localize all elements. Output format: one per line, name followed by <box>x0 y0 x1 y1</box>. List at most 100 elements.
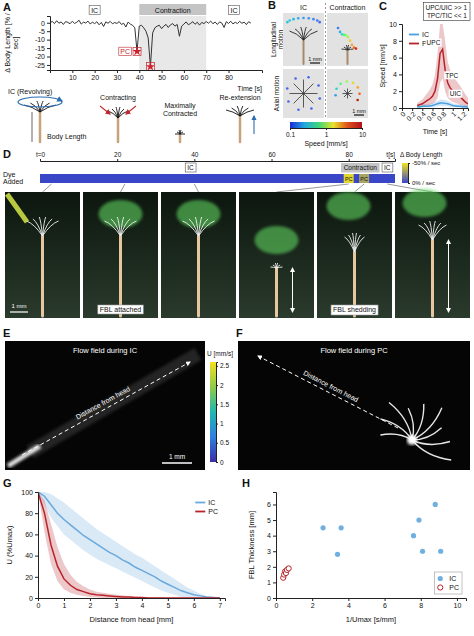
colorbar <box>402 163 408 183</box>
tick: 80 <box>25 510 38 517</box>
photo-frame <box>239 192 314 318</box>
panel-D: Dt=020406080t[s]ICContractionICDyeAddedP… <box>3 148 470 318</box>
tick-label: 5 <box>166 602 170 609</box>
annotation: TPC <box>445 72 458 79</box>
distance-arrow <box>258 356 398 428</box>
photo-frame <box>5 192 80 318</box>
extend-arrow <box>253 116 254 134</box>
tick-label: 0% / sec <box>412 180 435 186</box>
scale-bar <box>162 462 192 464</box>
photo <box>283 69 324 118</box>
tick-label: 6 <box>383 602 387 609</box>
pc-cell <box>344 174 354 183</box>
colorbar <box>290 122 362 128</box>
trajectory-dot <box>335 87 338 90</box>
tentacle <box>303 94 304 108</box>
photo <box>161 192 236 318</box>
tentacle <box>430 221 433 240</box>
x-axis: 00.20.40.60.811.2 <box>399 108 468 122</box>
scale-bar <box>354 114 364 115</box>
tick-mark <box>216 462 218 463</box>
tick: 2 <box>88 598 92 609</box>
scale-bar <box>310 62 320 63</box>
tick: 10 <box>69 70 77 81</box>
tick: 0 <box>37 598 41 609</box>
tick: 10 <box>359 128 367 138</box>
colorbar-title: Δ Body Length <box>400 151 443 159</box>
tick-label: 0 <box>29 595 33 602</box>
legend: ICPC <box>195 499 218 515</box>
contract-arrow <box>100 106 110 114</box>
cartoon: IC (Revolving)Body LengthContractingMaxi… <box>8 88 261 142</box>
label-bg <box>331 305 378 315</box>
tick: 0.8 <box>436 108 448 122</box>
y-axis: -25-20-15-10-50 <box>35 17 51 71</box>
animal <box>8 446 40 466</box>
tick-label: 4 <box>140 602 144 609</box>
tick-label: 10 <box>389 21 397 28</box>
tick-label: 3 <box>267 548 271 555</box>
tick: 20 <box>25 574 38 581</box>
tick-label: 60 <box>180 74 188 81</box>
tick: 7 <box>218 598 222 609</box>
label: Body Length <box>47 133 86 141</box>
text-line: Δ Body Length [% / <box>4 13 12 73</box>
tick: 70 <box>203 70 211 81</box>
panel-B: BICContractionLongitudinalmotionAxial mo… <box>268 0 368 148</box>
tick: -10 <box>35 36 50 43</box>
tick-mark <box>412 108 413 111</box>
connector <box>277 184 349 192</box>
tick: 10 <box>389 21 402 28</box>
tick-mark <box>457 598 458 601</box>
animal-head <box>407 435 417 445</box>
line <box>38 492 220 598</box>
tick-label: 20 <box>25 574 33 581</box>
trajectory-dot <box>307 76 310 79</box>
trajectory-dot <box>339 31 342 34</box>
point <box>286 566 291 571</box>
tick-mark <box>64 598 65 601</box>
tick-label: 40 <box>136 74 144 81</box>
connector <box>355 184 365 192</box>
photo-frame <box>161 192 236 318</box>
tentacle <box>412 440 451 460</box>
tick-label: 80 <box>346 151 354 158</box>
tentacle <box>304 93 318 94</box>
y-axis: 020406080100 <box>21 489 38 602</box>
length-bracket <box>32 112 33 142</box>
point <box>416 517 421 522</box>
column-head: Contraction <box>330 4 366 11</box>
connector <box>194 184 198 192</box>
tick-mark <box>399 91 402 92</box>
tick: 0.1 <box>286 128 295 138</box>
pc-label: PC <box>360 176 368 182</box>
tick: 0 <box>275 598 279 609</box>
tentacle <box>344 90 348 94</box>
dye-cloud <box>255 226 299 254</box>
axis-line <box>217 363 219 463</box>
tick-mark <box>399 41 402 42</box>
point <box>320 525 325 530</box>
dye-cloud <box>403 189 447 217</box>
tick-label: 0 <box>37 602 41 609</box>
stalk <box>239 116 242 142</box>
tick-label: 0.1 <box>286 131 295 138</box>
tentacle <box>304 84 314 94</box>
tick-mark <box>216 404 218 405</box>
tick-mark <box>47 48 50 49</box>
legend-swatch <box>438 585 443 590</box>
band <box>417 24 468 107</box>
panel-A: 1020304050607080-25-20-15-10-50ICContrac… <box>3 1 263 142</box>
tick-label: 5 <box>267 517 271 524</box>
tentacle <box>195 217 198 236</box>
tick-mark <box>220 598 221 601</box>
tick: 8 <box>393 38 402 45</box>
tick: 2 <box>393 88 402 95</box>
point <box>411 533 416 538</box>
tick: 20 <box>114 151 122 161</box>
scale-label: 1 mm <box>12 303 27 309</box>
tick-mark <box>273 551 276 552</box>
tick-label: 6 <box>192 602 196 609</box>
dye-cloud <box>177 200 221 228</box>
tentacle <box>412 440 450 444</box>
